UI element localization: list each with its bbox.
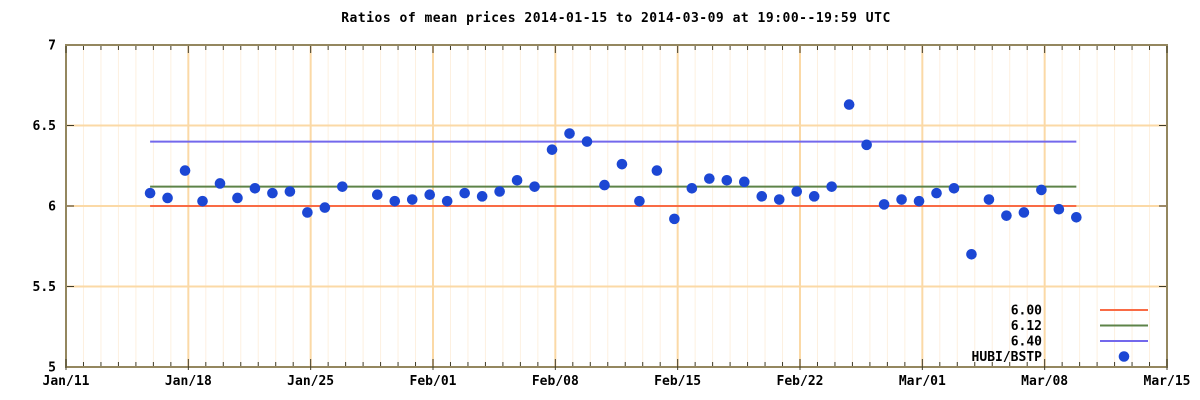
x-tick-label: Feb/22 (777, 374, 824, 389)
data-point (179, 165, 191, 176)
data-point (704, 173, 715, 184)
data-point (721, 174, 733, 186)
data-point (826, 181, 837, 192)
x-tick-label: Feb/08 (532, 374, 579, 389)
scatter-points (144, 99, 1082, 260)
data-point (913, 195, 925, 207)
x-tick-label: Mar/15 (1144, 374, 1191, 389)
data-point (144, 187, 156, 199)
data-point (424, 189, 436, 201)
data-point (686, 182, 698, 194)
data-point (389, 195, 401, 207)
legend-point-sample (1118, 351, 1130, 362)
data-point (896, 194, 907, 205)
data-point (511, 174, 523, 186)
data-point (302, 207, 313, 218)
data-point (249, 182, 261, 194)
x-tick-label: Mar/08 (1021, 374, 1068, 389)
data-point (1071, 211, 1082, 223)
data-point (843, 99, 855, 110)
x-tick-label: Jan/11 (43, 374, 90, 389)
data-point (441, 195, 453, 207)
x-tick-label: Feb/15 (654, 374, 701, 389)
x-axis-labels: Jan/11 Jan/18 Jan/25 Feb/01 Feb/08 Feb/15 Feb/… (43, 374, 1191, 389)
data-point (756, 191, 768, 202)
reference-lines (150, 140, 1077, 207)
axis-ticks (65, 46, 1168, 370)
data-point (1018, 207, 1030, 218)
data-point (371, 189, 383, 201)
x-tick-label: Jan/18 (165, 374, 212, 389)
data-point (738, 176, 750, 188)
data-point (546, 144, 558, 155)
y-tick-label: 6 (48, 200, 56, 215)
data-point (791, 186, 803, 197)
data-point (948, 182, 960, 194)
data-point (966, 249, 977, 260)
legend-label-6-40: 6.40 (1011, 335, 1042, 350)
data-point (494, 186, 505, 197)
data-point (476, 191, 488, 202)
data-point (529, 181, 540, 192)
data-point (267, 187, 278, 199)
data-point (1001, 210, 1012, 221)
x-tick-label: Jan/25 (287, 374, 334, 389)
data-point (773, 194, 785, 205)
data-point (284, 186, 296, 197)
legend-label-6-00: 6.00 (1011, 304, 1042, 319)
data-point (1036, 184, 1047, 196)
data-point (651, 165, 663, 176)
x-tick-label: Mar/01 (899, 374, 946, 389)
data-point (564, 128, 575, 139)
y-tick-label: 6.5 (33, 119, 56, 134)
plot-border (65, 44, 1168, 368)
data-point (808, 191, 820, 202)
data-point (599, 179, 610, 191)
data-point (406, 194, 418, 205)
data-point (669, 213, 680, 225)
data-point (983, 194, 995, 205)
legend-label-6-12: 6.12 (1011, 319, 1042, 334)
y-axis-labels: 5 5.5 6 6.5 7 (33, 39, 57, 376)
chart-title: Ratios of mean prices 2014-01-15 to 2014… (341, 11, 891, 26)
y-tick-label: 5.5 (33, 280, 56, 295)
x-tick-label: Feb/01 (410, 374, 457, 389)
data-point (319, 202, 331, 213)
data-point (634, 195, 645, 207)
data-point (861, 139, 872, 151)
data-point (232, 192, 243, 204)
data-point (616, 158, 628, 170)
data-point (162, 192, 173, 204)
y-tick-label: 7 (48, 39, 56, 54)
data-point (581, 136, 593, 147)
data-point (931, 187, 942, 199)
border-rect (65, 44, 1168, 368)
data-point (1053, 203, 1065, 215)
y-tick-label: 5 (48, 361, 56, 376)
data-point (197, 195, 208, 207)
legend-label-hubi-bstp: HUBI/BSTP (972, 350, 1043, 365)
data-point (337, 181, 348, 192)
data-point (214, 178, 226, 189)
data-point (878, 199, 890, 210)
data-point (459, 187, 470, 199)
